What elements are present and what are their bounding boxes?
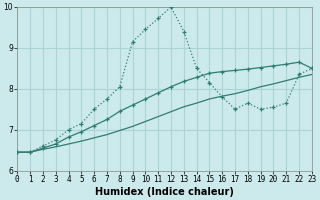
- X-axis label: Humidex (Indice chaleur): Humidex (Indice chaleur): [95, 187, 234, 197]
